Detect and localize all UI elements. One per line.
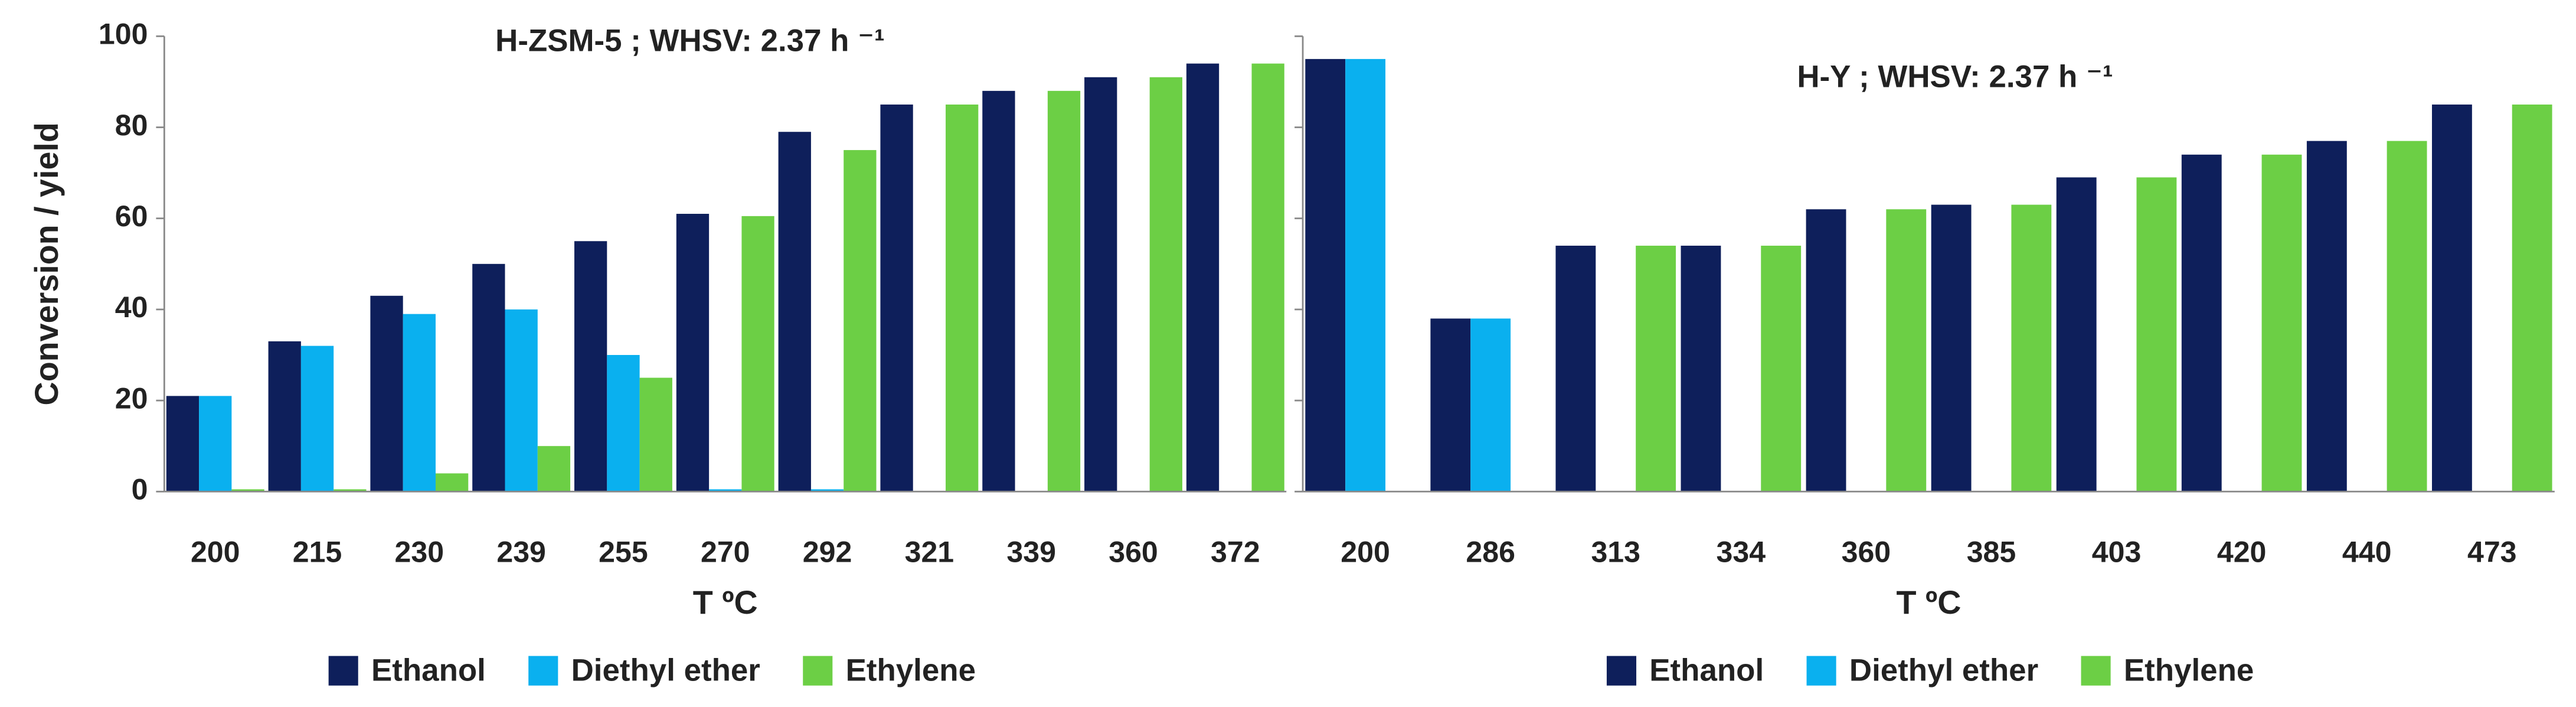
x-tick-label: 200: [191, 535, 240, 568]
bar: [2306, 141, 2347, 492]
bar: [537, 446, 571, 492]
chart-title: H-ZSM-5 ; WHSV: 2.37 h ⁻¹: [495, 23, 885, 58]
bar: [403, 314, 436, 492]
legend-label: Diethyl ether: [1849, 653, 2038, 688]
bar: [334, 489, 367, 492]
bar: [1636, 245, 1676, 492]
bar: [1430, 318, 1471, 492]
x-tick-label: 360: [1842, 535, 1891, 568]
bar: [1470, 318, 1511, 492]
y-tick-label: 40: [115, 291, 148, 324]
bar: [370, 295, 403, 492]
x-tick-label: 372: [1211, 535, 1260, 568]
bar: [2056, 177, 2097, 492]
bar: [1084, 77, 1117, 492]
bar: [1555, 245, 1596, 492]
bar: [709, 489, 742, 492]
bar: [676, 214, 710, 492]
legend-label: Ethylene: [846, 653, 976, 688]
legend-swatch: [528, 656, 558, 686]
legend-swatch: [803, 656, 833, 686]
bar: [2181, 154, 2222, 492]
x-axis-title: T ºC: [693, 584, 758, 621]
bar: [946, 104, 979, 492]
x-tick-label: 313: [1591, 535, 1640, 568]
x-tick-label: 473: [2467, 535, 2517, 568]
x-tick-label: 420: [2217, 535, 2267, 568]
bar: [844, 150, 877, 492]
bar: [2512, 104, 2552, 492]
chart-title: H-Y ; WHSV: 2.37 h ⁻¹: [1797, 60, 2113, 95]
y-axis-title: Conversion / yield: [28, 122, 65, 405]
bar: [2261, 154, 2302, 492]
x-tick-label: 403: [2092, 535, 2142, 568]
x-axis-title: T ºC: [1896, 584, 1961, 621]
bar: [2011, 204, 2052, 492]
x-tick-label: 292: [803, 535, 852, 568]
y-tick-label: 60: [115, 200, 148, 233]
bar: [1886, 209, 1927, 492]
bar: [1186, 63, 1220, 492]
bar: [1251, 63, 1284, 492]
x-tick-label: 239: [496, 535, 546, 568]
bar: [2136, 177, 2177, 492]
x-tick-label: 200: [1341, 535, 1390, 568]
x-tick-label: 215: [293, 535, 342, 568]
bar: [1149, 77, 1182, 492]
legend-swatch: [2081, 656, 2111, 686]
bar: [505, 309, 538, 492]
bar: [639, 377, 672, 492]
bar: [574, 241, 607, 492]
x-tick-label: 321: [905, 535, 954, 568]
bar: [982, 90, 1015, 492]
x-tick-label: 230: [395, 535, 444, 568]
bar: [1047, 90, 1081, 492]
bar: [1761, 245, 1802, 492]
bar: [231, 489, 264, 492]
legend-swatch: [328, 656, 358, 686]
bar: [2431, 104, 2472, 492]
legend-label: Ethylene: [2124, 653, 2254, 688]
x-tick-label: 270: [701, 535, 750, 568]
legend-label: Diethyl ether: [571, 653, 760, 688]
bar: [778, 132, 811, 492]
y-tick-label: 80: [115, 109, 148, 142]
bar: [880, 104, 913, 492]
legend-label: Ethanol: [1649, 653, 1764, 688]
legend-swatch: [1806, 656, 1836, 686]
legend-label: Ethanol: [371, 653, 486, 688]
bar: [435, 473, 469, 492]
x-tick-label: 385: [1967, 535, 2016, 568]
bar: [1305, 58, 1346, 492]
bar: [607, 355, 640, 492]
bar: [810, 489, 844, 492]
bar: [2387, 141, 2427, 492]
x-tick-label: 339: [1006, 535, 1056, 568]
bar: [1806, 209, 1846, 492]
x-tick-label: 360: [1109, 535, 1158, 568]
y-tick-label: 0: [132, 473, 148, 506]
x-tick-label: 255: [599, 535, 648, 568]
bar: [199, 396, 232, 492]
bar: [472, 263, 505, 492]
bar: [1931, 204, 1972, 492]
bar: [741, 216, 774, 492]
bar: [1681, 245, 1721, 492]
bar: [300, 346, 334, 492]
y-tick-label: 100: [99, 18, 148, 51]
bar: [268, 341, 301, 492]
bar: [1345, 58, 1386, 492]
x-tick-label: 286: [1466, 535, 1515, 568]
x-tick-label: 440: [2342, 535, 2392, 568]
x-tick-label: 334: [1717, 535, 1766, 568]
y-tick-label: 20: [115, 382, 148, 415]
bar: [166, 396, 200, 492]
legend-swatch: [1606, 656, 1637, 686]
